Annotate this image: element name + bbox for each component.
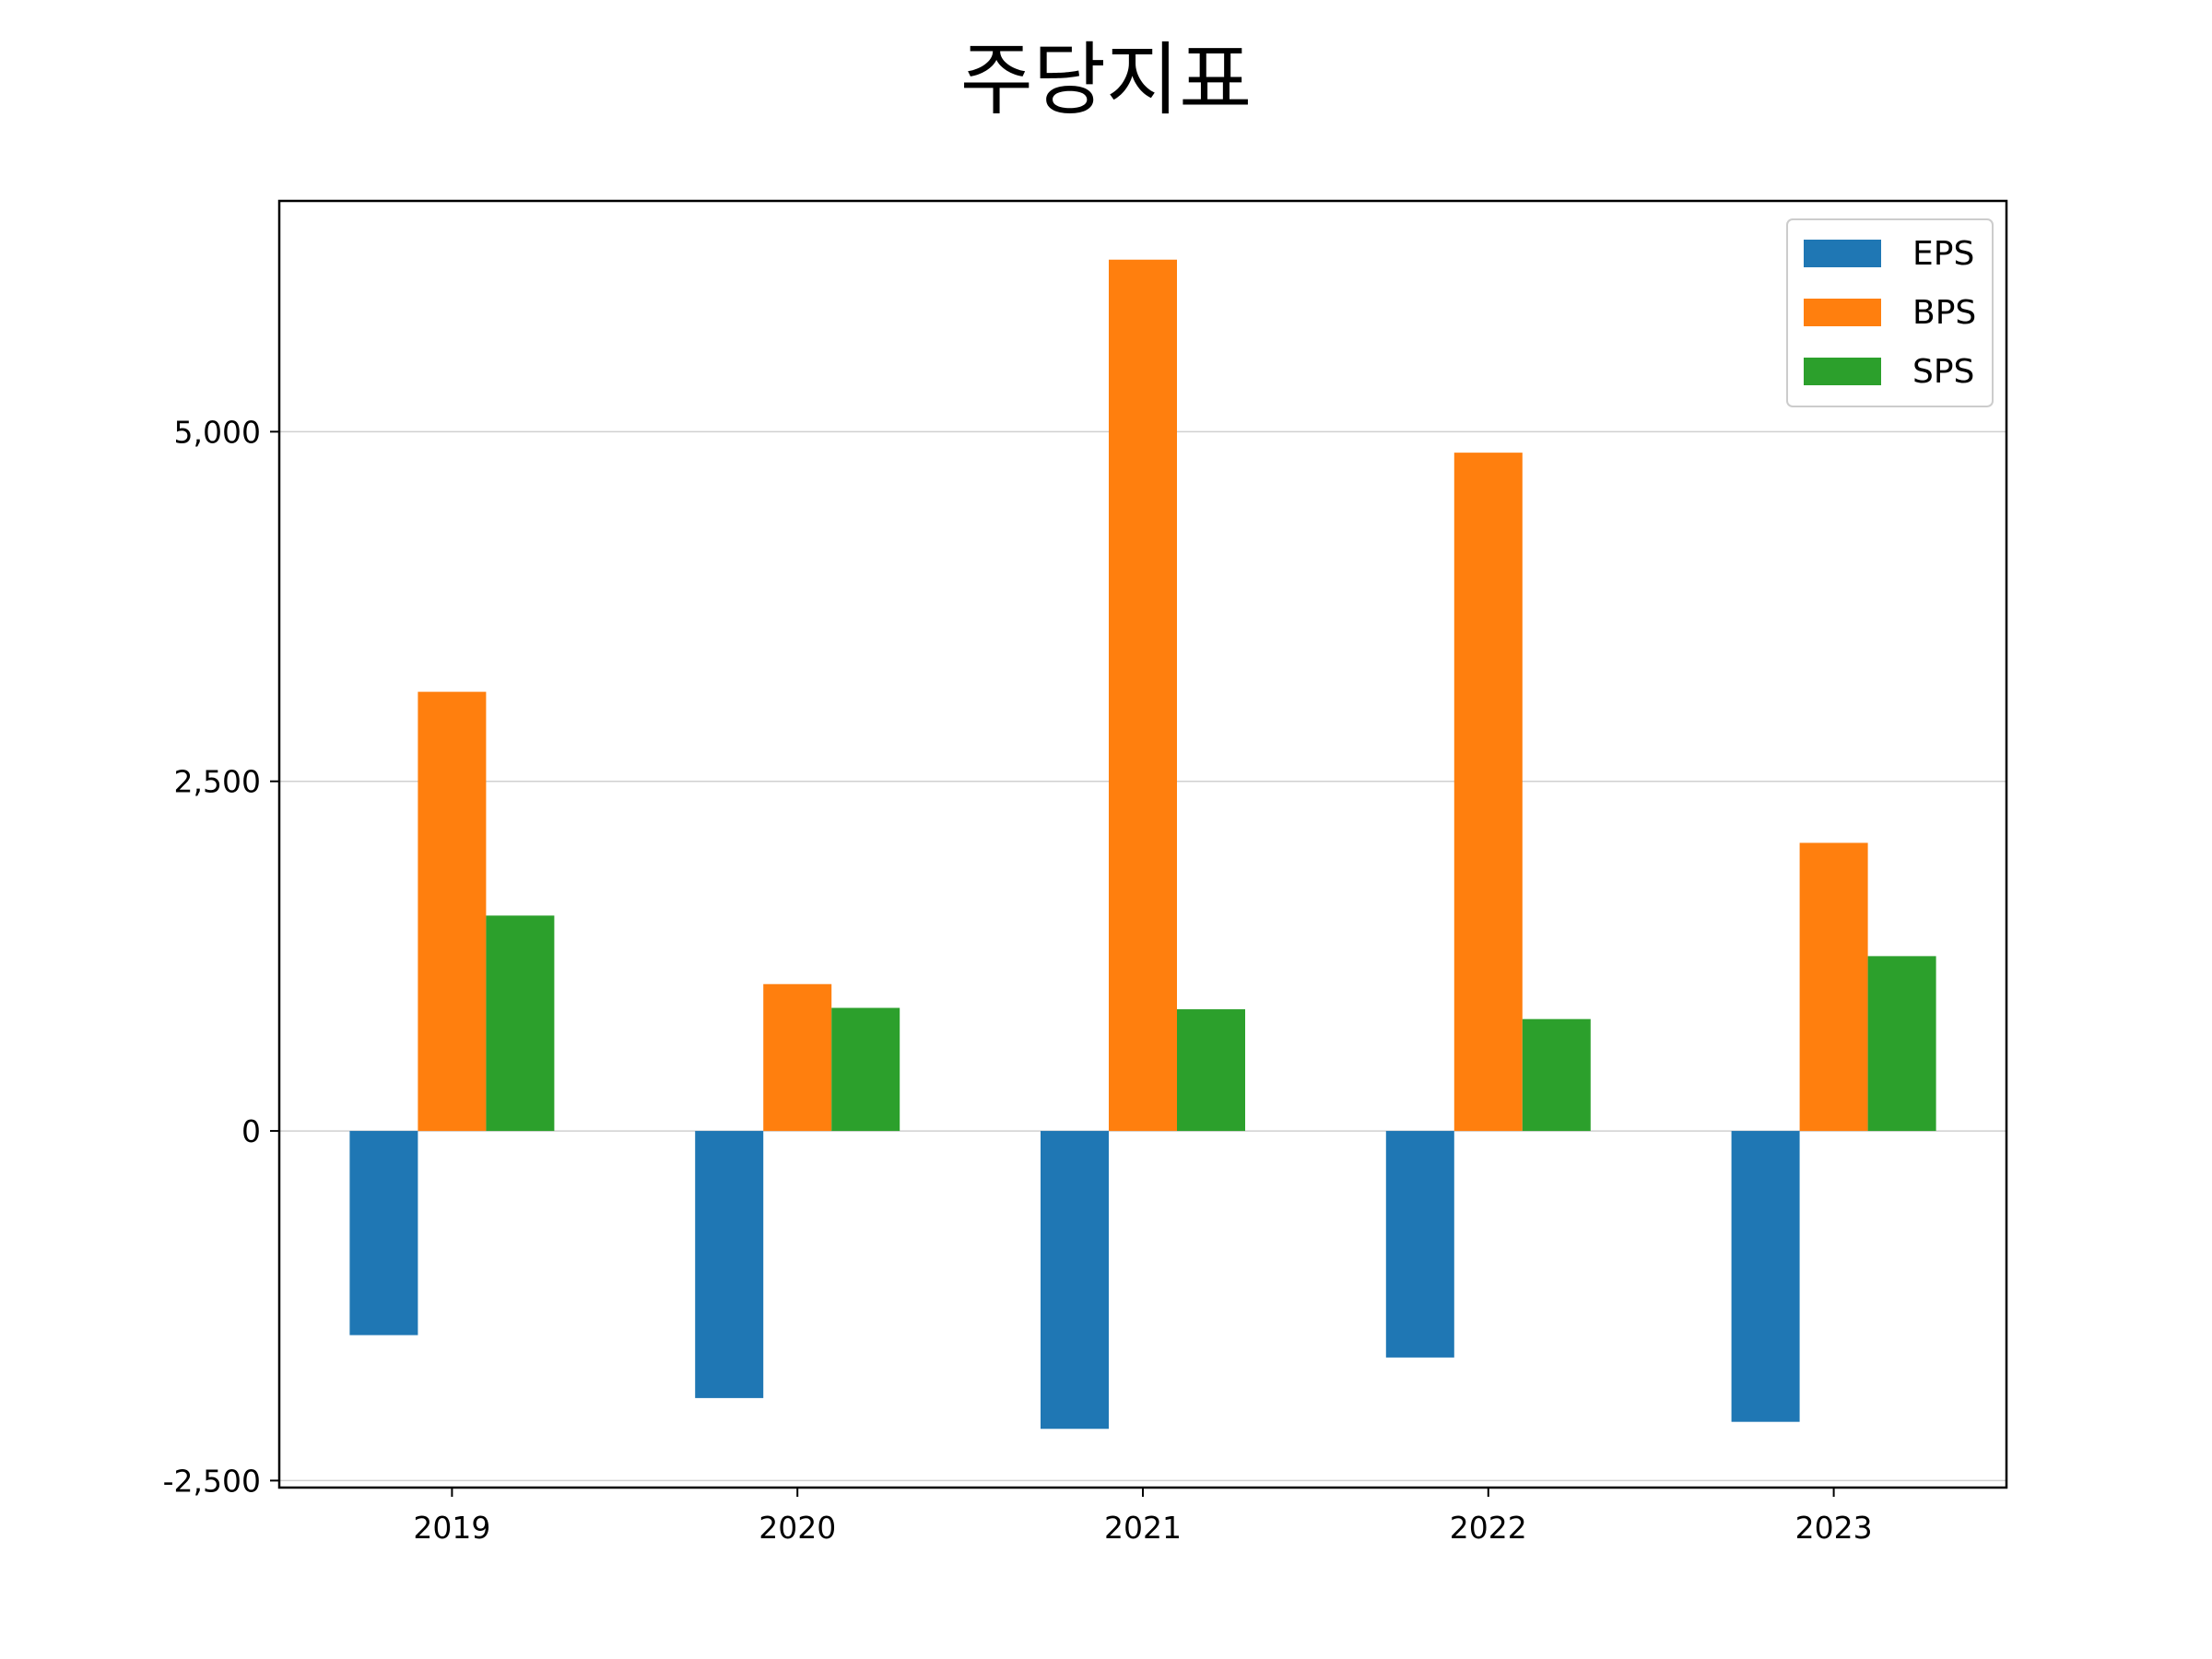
x-tick-label: 2022 (1450, 1510, 1527, 1546)
legend-swatch-bps (1804, 299, 1881, 326)
legend-label-eps: EPS (1912, 235, 1974, 273)
bar-bps-2019 (418, 691, 487, 1132)
bar-eps-2019 (349, 1131, 418, 1335)
y-tick-label: 0 (241, 1113, 261, 1149)
bar-sps-2020 (831, 1007, 900, 1132)
y-axis: -2,500 0 2,500 5,000 (163, 414, 279, 1499)
bars (349, 259, 1936, 1430)
bar-bps-2023 (1799, 842, 1868, 1132)
chart-title: 주당지표 (959, 34, 1253, 126)
legend-label-sps: SPS (1912, 353, 1974, 391)
bar-bps-2022 (1453, 453, 1523, 1132)
bar-sps-2019 (486, 915, 555, 1132)
bar-sps-2021 (1177, 1009, 1245, 1132)
bar-bps-2021 (1109, 259, 1177, 1132)
legend-label-bps: BPS (1912, 294, 1976, 332)
legend: EPS BPS SPS (1786, 218, 1994, 407)
y-tick-label: 5,000 (174, 414, 261, 450)
y-tick-label: -2,500 (163, 1463, 261, 1499)
x-tick-label: 2023 (1795, 1510, 1873, 1546)
x-axis: 2019 2020 2021 2022 2023 (413, 1488, 1873, 1546)
x-tick-label: 2020 (759, 1510, 836, 1546)
bar-eps-2023 (1731, 1131, 1800, 1422)
bar-eps-2020 (695, 1131, 764, 1398)
bar-eps-2021 (1041, 1131, 1109, 1430)
bar-sps-2022 (1522, 1018, 1591, 1132)
bar-eps-2022 (1385, 1131, 1454, 1358)
y-tick-label: 2,500 (174, 764, 261, 800)
bar-sps-2023 (1867, 956, 1936, 1132)
x-tick-label: 2019 (413, 1510, 490, 1546)
legend-swatch-sps (1804, 358, 1881, 385)
bar-bps-2020 (763, 983, 832, 1132)
legend-swatch-eps (1804, 240, 1881, 267)
x-tick-label: 2021 (1104, 1510, 1182, 1546)
